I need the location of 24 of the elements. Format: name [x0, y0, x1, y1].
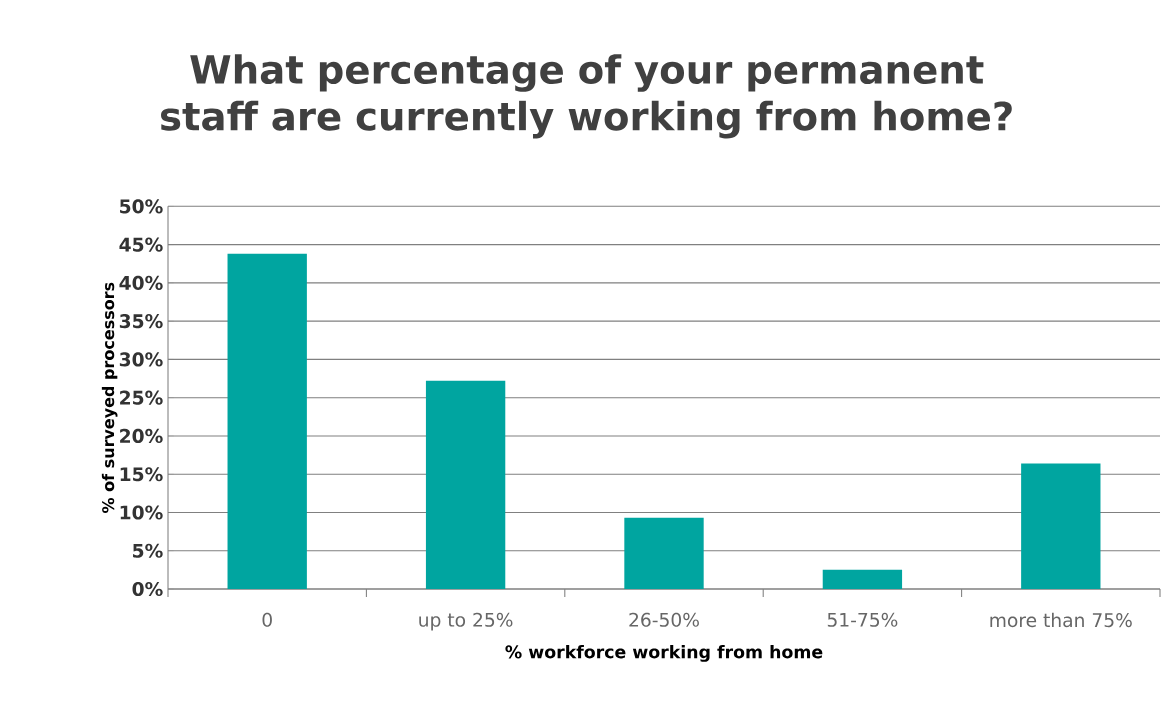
y-tick-label: 50% — [120, 199, 163, 214]
chart-title: What percentage of your permanent staff are currently working from home? — [161, 54, 1012, 139]
y-tick-label: 0% — [132, 581, 163, 597]
y-axis-title: % of surveyed processors — [101, 282, 118, 513]
y-tick-label: 25% — [120, 390, 163, 405]
y-tick-label: 5% — [133, 543, 163, 558]
y-tick-label: 10% — [120, 505, 163, 520]
bar — [1021, 463, 1101, 589]
y-tick-label: 15% — [120, 467, 163, 482]
x-tick-label: more than 75% — [990, 612, 1132, 628]
bar — [425, 380, 506, 589]
y-tick-label: 30% — [119, 352, 163, 367]
x-axis-title: % workforce working from home — [505, 644, 823, 662]
y-tick-label: 40% — [119, 275, 163, 290]
x-tick-label: 0 — [262, 612, 272, 627]
y-tick-label: 45% — [119, 237, 163, 252]
y-tick-label: 20% — [120, 428, 163, 443]
bar — [822, 569, 903, 589]
bar — [624, 517, 704, 589]
x-tick-label: 51-75% — [827, 612, 898, 627]
x-tick-label: 26-50% — [629, 612, 699, 627]
y-tick-label: 35% — [119, 314, 163, 329]
bar — [227, 253, 307, 589]
x-tick-label: up to 25% — [419, 612, 513, 631]
